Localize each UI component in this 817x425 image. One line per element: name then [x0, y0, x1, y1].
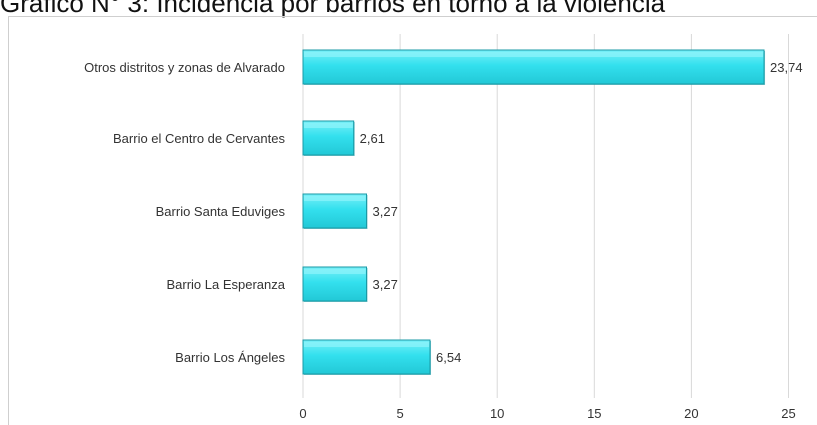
bar-highlight: [304, 196, 366, 201]
category-label: Barrio La Esperanza: [166, 277, 285, 292]
chart-title: Gráfico N° 3: Incidencia por barrios en …: [0, 0, 666, 18]
x-tick-label: 20: [684, 406, 698, 421]
category-label: Barrio el Centro de Cervantes: [113, 131, 285, 146]
bar: [302, 193, 368, 229]
x-tick-label: 5: [396, 406, 403, 421]
category-label: Otros distritos y zonas de Alvarado: [84, 60, 285, 75]
value-label: 3,27: [373, 277, 398, 292]
labels: 0 5 10 15 20 25 Otros distritos y zonas de Alv…: [84, 60, 802, 421]
bar: [302, 49, 766, 85]
bar: [302, 339, 432, 375]
category-label: Barrio Los Ángeles: [175, 350, 285, 365]
bar-highlight: [304, 342, 430, 347]
bar-highlight: [304, 269, 366, 274]
x-tick-label: 15: [587, 406, 601, 421]
grid-lines: [302, 34, 789, 398]
bars: [302, 49, 766, 375]
x-tick-label: 25: [781, 406, 795, 421]
bar-highlight: [304, 52, 764, 57]
bar: [302, 266, 368, 302]
chart-frame: [8, 16, 817, 425]
value-label: 6,54: [436, 350, 461, 365]
x-tick-label: 0: [299, 406, 306, 421]
bar: [302, 120, 355, 156]
value-label: 3,27: [373, 204, 398, 219]
x-tick-label: 10: [490, 406, 504, 421]
value-label: 2,61: [360, 131, 385, 146]
category-label: Barrio Santa Eduviges: [156, 204, 286, 219]
value-label: 23,74: [770, 60, 803, 75]
bar-highlight: [304, 123, 353, 128]
